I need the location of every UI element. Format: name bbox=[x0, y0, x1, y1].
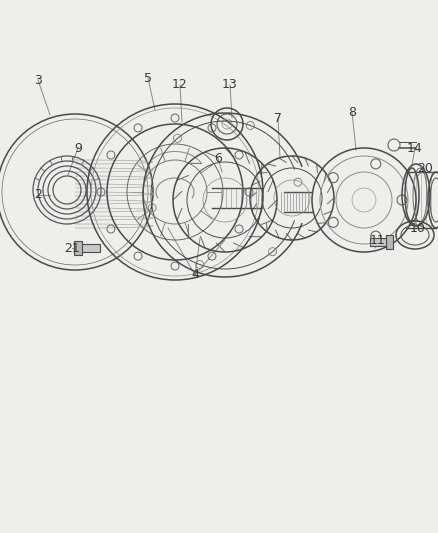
Bar bbox=[74, 241, 82, 255]
Text: 8: 8 bbox=[348, 106, 356, 118]
Text: 6: 6 bbox=[214, 151, 222, 165]
Text: 9: 9 bbox=[74, 141, 82, 155]
Text: 2: 2 bbox=[34, 189, 42, 201]
Text: 13: 13 bbox=[222, 78, 238, 92]
Text: 5: 5 bbox=[144, 71, 152, 85]
Text: 7: 7 bbox=[274, 111, 282, 125]
Text: 4: 4 bbox=[191, 269, 199, 281]
Bar bbox=[370, 238, 392, 246]
Bar bbox=[386, 235, 393, 249]
Text: 12: 12 bbox=[172, 78, 188, 92]
Text: 14: 14 bbox=[407, 141, 423, 155]
Text: 21: 21 bbox=[64, 241, 80, 254]
Text: 3: 3 bbox=[34, 74, 42, 86]
Text: 11: 11 bbox=[370, 233, 386, 246]
Text: 20: 20 bbox=[417, 161, 433, 174]
Text: 10: 10 bbox=[410, 222, 426, 235]
Bar bbox=[74, 244, 100, 252]
